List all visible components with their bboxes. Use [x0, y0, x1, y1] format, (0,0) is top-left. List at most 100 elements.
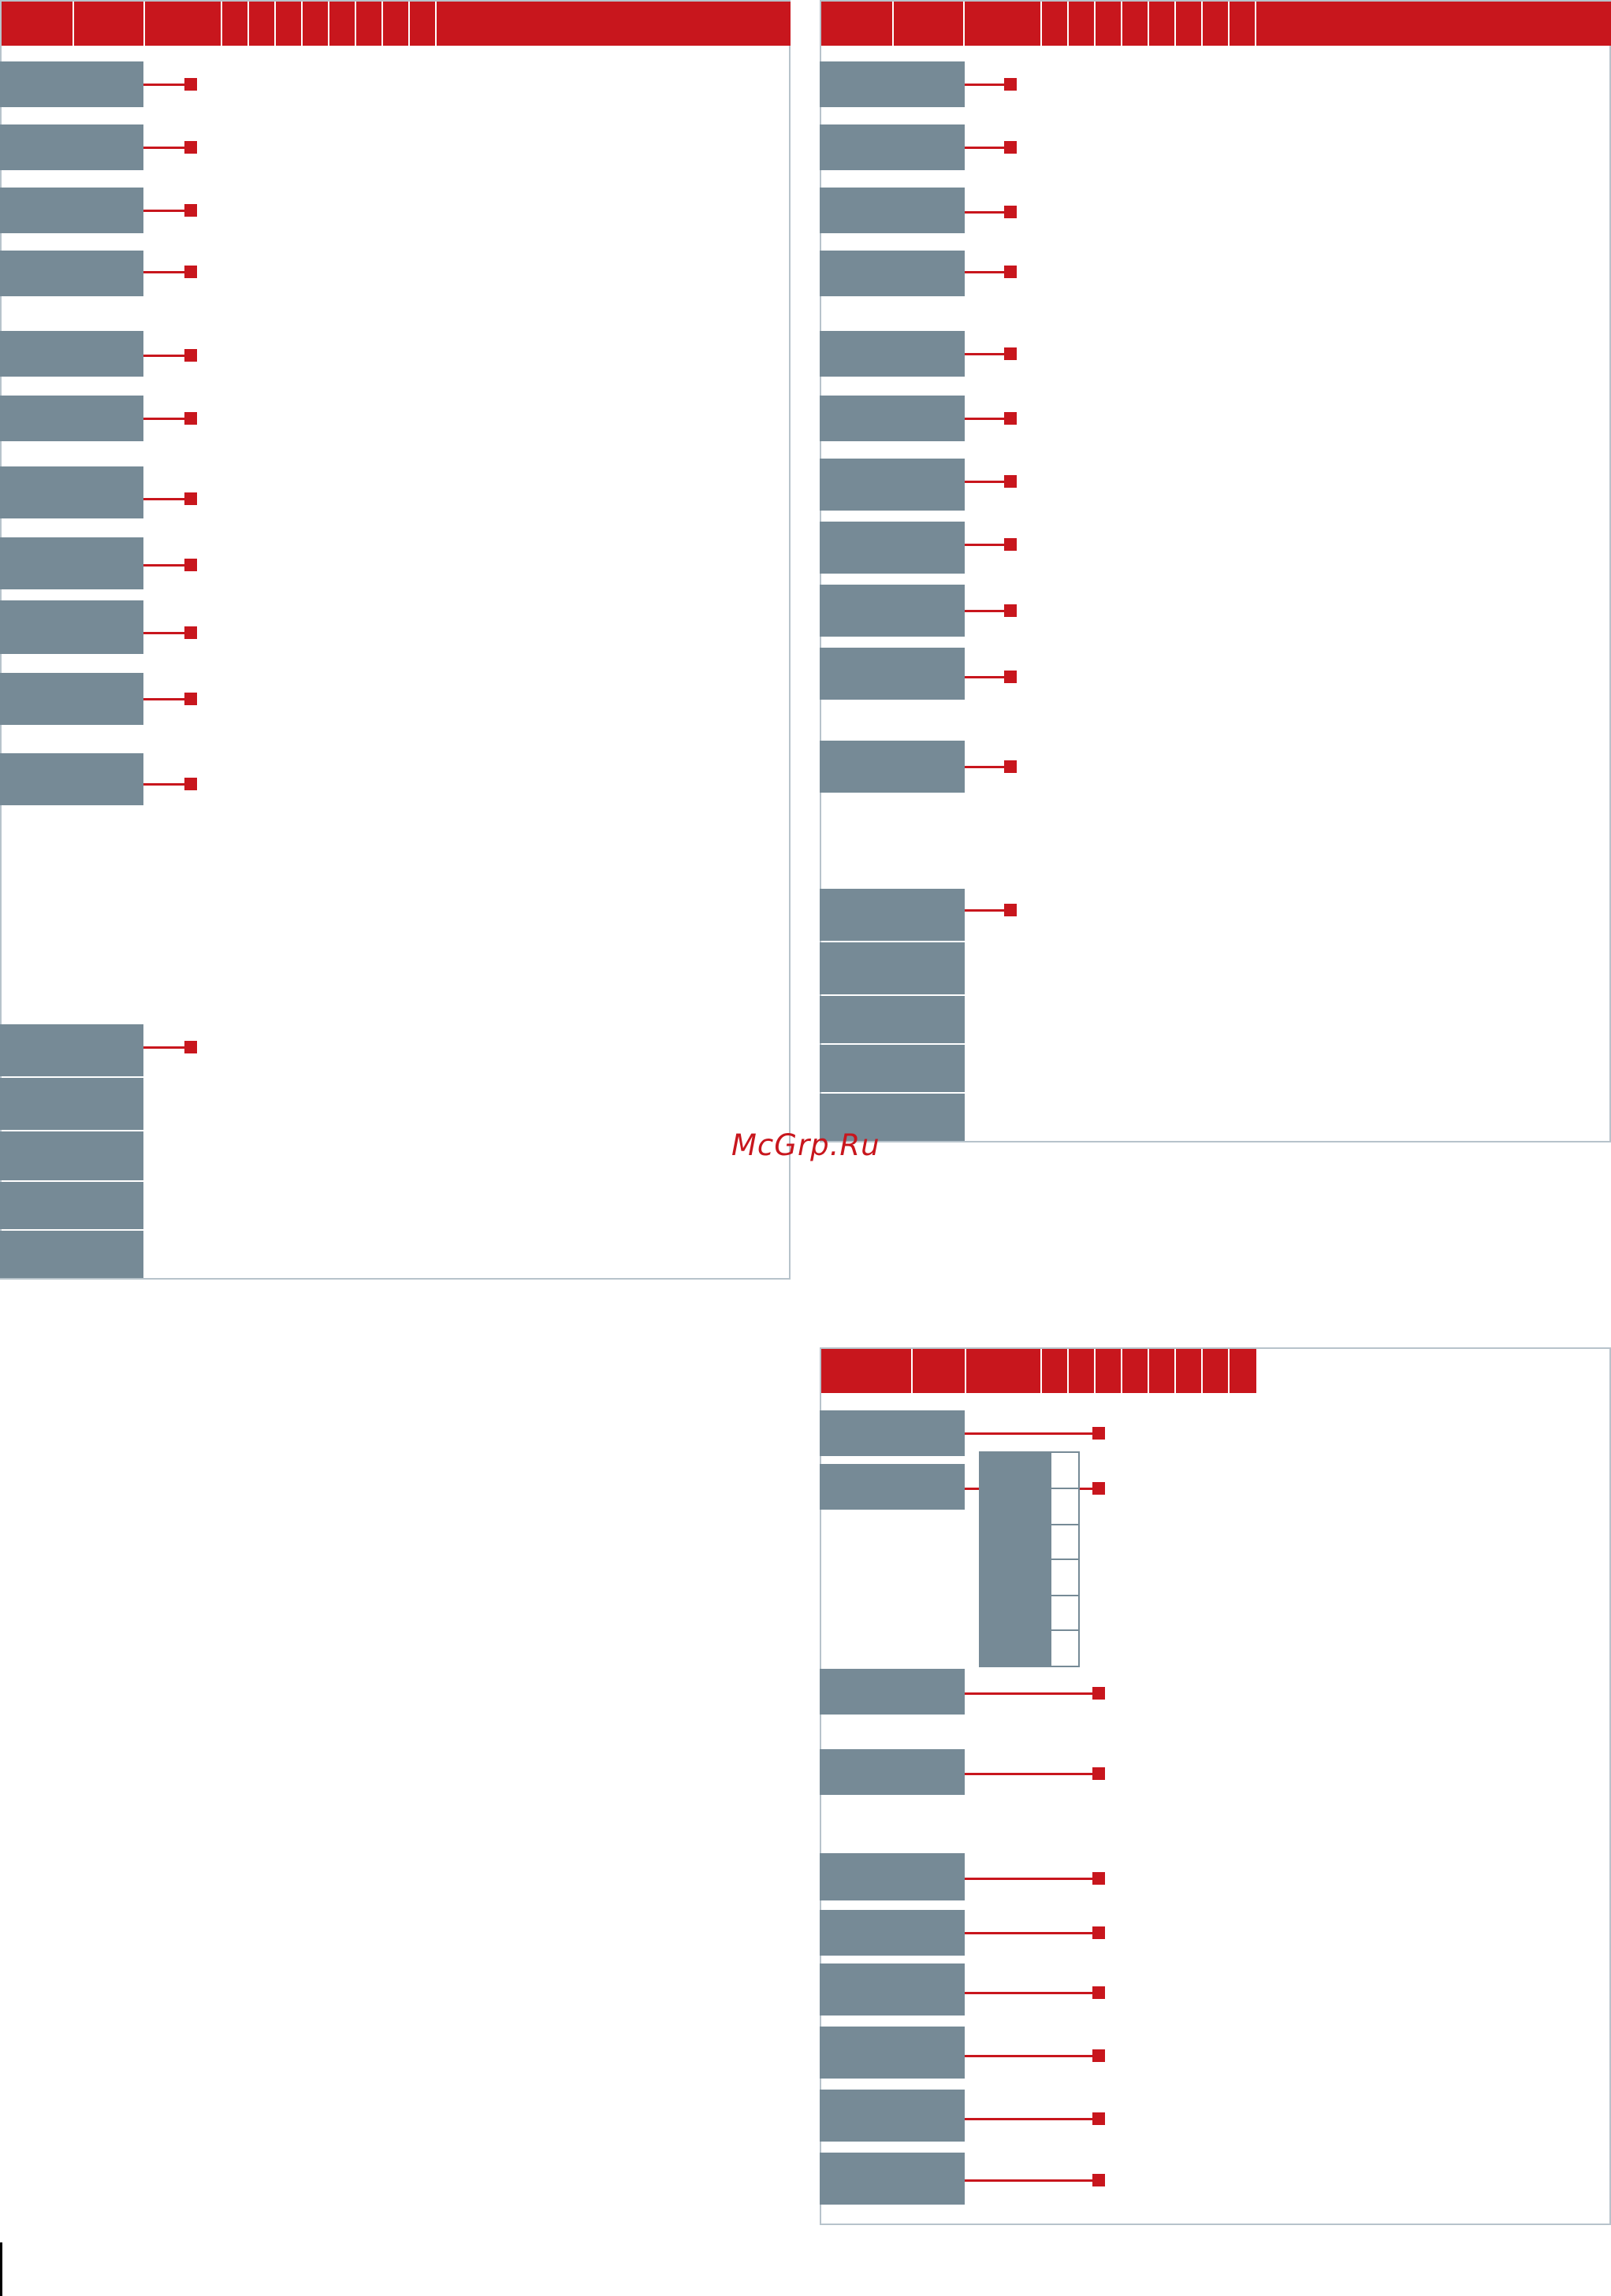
- callout-marker: [184, 559, 197, 571]
- leader-line: [143, 418, 191, 420]
- callout-marker: [1004, 141, 1017, 154]
- leader-line: [965, 1432, 1099, 1435]
- callout-marker: [1092, 1926, 1105, 1939]
- leader-line: [143, 498, 191, 500]
- leader-line: [143, 84, 191, 86]
- label-box: [820, 648, 965, 700]
- label-box: [820, 331, 965, 377]
- leader-line: [965, 481, 1010, 483]
- label-box: [0, 600, 143, 654]
- callout-marker: [1092, 1687, 1105, 1700]
- leader-line: [965, 2118, 1099, 2120]
- callout-marker: [184, 349, 197, 362]
- label-box: [820, 1094, 965, 1141]
- label-box: [820, 188, 965, 233]
- label-box: [0, 1024, 143, 1076]
- label-box: [820, 124, 965, 170]
- leader-line: [965, 211, 1010, 214]
- header-bar: [821, 1349, 1256, 1393]
- label-box: [820, 996, 965, 1043]
- leader-line: [1080, 1488, 1099, 1490]
- label-box: [0, 331, 143, 377]
- leader-line: [143, 147, 191, 149]
- callout-marker: [184, 204, 197, 217]
- label-box: [820, 1464, 965, 1510]
- label-box: [820, 251, 965, 296]
- label-box: [0, 1078, 143, 1130]
- label-box: [820, 1963, 965, 2016]
- callout-marker: [184, 1041, 197, 1053]
- callout-marker: [184, 78, 197, 91]
- label-box: [820, 2090, 965, 2142]
- leader-line: [143, 783, 191, 786]
- label-box: [820, 1045, 965, 1092]
- callout-marker: [184, 412, 197, 425]
- callout-marker: [1004, 206, 1017, 218]
- label-box: [820, 459, 965, 511]
- callout-marker: [1092, 1767, 1105, 1780]
- callout-marker: [1004, 347, 1017, 360]
- label-box: [0, 188, 143, 233]
- leader-line: [965, 2179, 1099, 2182]
- callout-marker: [184, 626, 197, 639]
- callout-marker: [184, 492, 197, 505]
- label-box: [820, 1910, 965, 1956]
- leader-line: [965, 1773, 1099, 1775]
- leader-line: [143, 632, 191, 634]
- crop-mark: [0, 2242, 2, 2296]
- callout-marker: [1004, 538, 1017, 551]
- leader-line: [965, 1878, 1099, 1880]
- callout-marker: [1004, 475, 1017, 488]
- label-box: [0, 466, 143, 518]
- leader-line: [965, 1488, 979, 1490]
- label-box: [820, 396, 965, 441]
- label-box: [0, 1182, 143, 1229]
- leader-line: [965, 84, 1010, 86]
- callout-marker: [1092, 1427, 1105, 1440]
- label-box: [0, 61, 143, 107]
- callout-marker: [184, 141, 197, 154]
- label-box: [0, 251, 143, 296]
- callout-marker: [184, 693, 197, 705]
- label-box: [0, 537, 143, 589]
- watermark-text: McGrp.Ru: [731, 1128, 880, 1162]
- callout-marker: [1092, 1986, 1105, 1999]
- leader-line: [965, 544, 1010, 546]
- label-box: [0, 673, 143, 725]
- leader-line: [965, 1692, 1099, 1695]
- callout-marker: [1092, 2112, 1105, 2125]
- callout-marker: [1004, 760, 1017, 773]
- label-box: [0, 753, 143, 805]
- label-box: [820, 2027, 965, 2079]
- leader-line: [965, 353, 1010, 355]
- label-box: [820, 1853, 965, 1900]
- callout-marker: [1092, 1482, 1105, 1495]
- header-bar: [2, 2, 791, 46]
- leader-line: [143, 210, 191, 212]
- label-box: [820, 2153, 965, 2205]
- label-box: [820, 1749, 965, 1795]
- callout-marker: [1004, 266, 1017, 278]
- callout-marker: [184, 778, 197, 790]
- leader-line: [965, 271, 1010, 273]
- leader-line: [965, 766, 1010, 768]
- callout-marker: [1004, 412, 1017, 425]
- label-box: [820, 942, 965, 994]
- leader-line: [143, 1046, 191, 1049]
- leader-line: [965, 418, 1010, 420]
- label-box: [0, 1231, 143, 1278]
- leader-line: [965, 909, 1010, 912]
- label-box: [0, 124, 143, 170]
- label-box: [820, 1669, 965, 1715]
- leader-line: [143, 271, 191, 273]
- leader-line: [965, 610, 1010, 612]
- callout-marker: [1092, 2174, 1105, 2186]
- label-box: [820, 61, 965, 107]
- label-box: [820, 585, 965, 637]
- callout-marker: [1092, 1872, 1105, 1885]
- header-bar: [821, 2, 1611, 46]
- label-box: [0, 396, 143, 441]
- callout-marker: [1092, 2049, 1105, 2062]
- label-box: [820, 741, 965, 793]
- sub-table: [979, 1451, 1080, 1667]
